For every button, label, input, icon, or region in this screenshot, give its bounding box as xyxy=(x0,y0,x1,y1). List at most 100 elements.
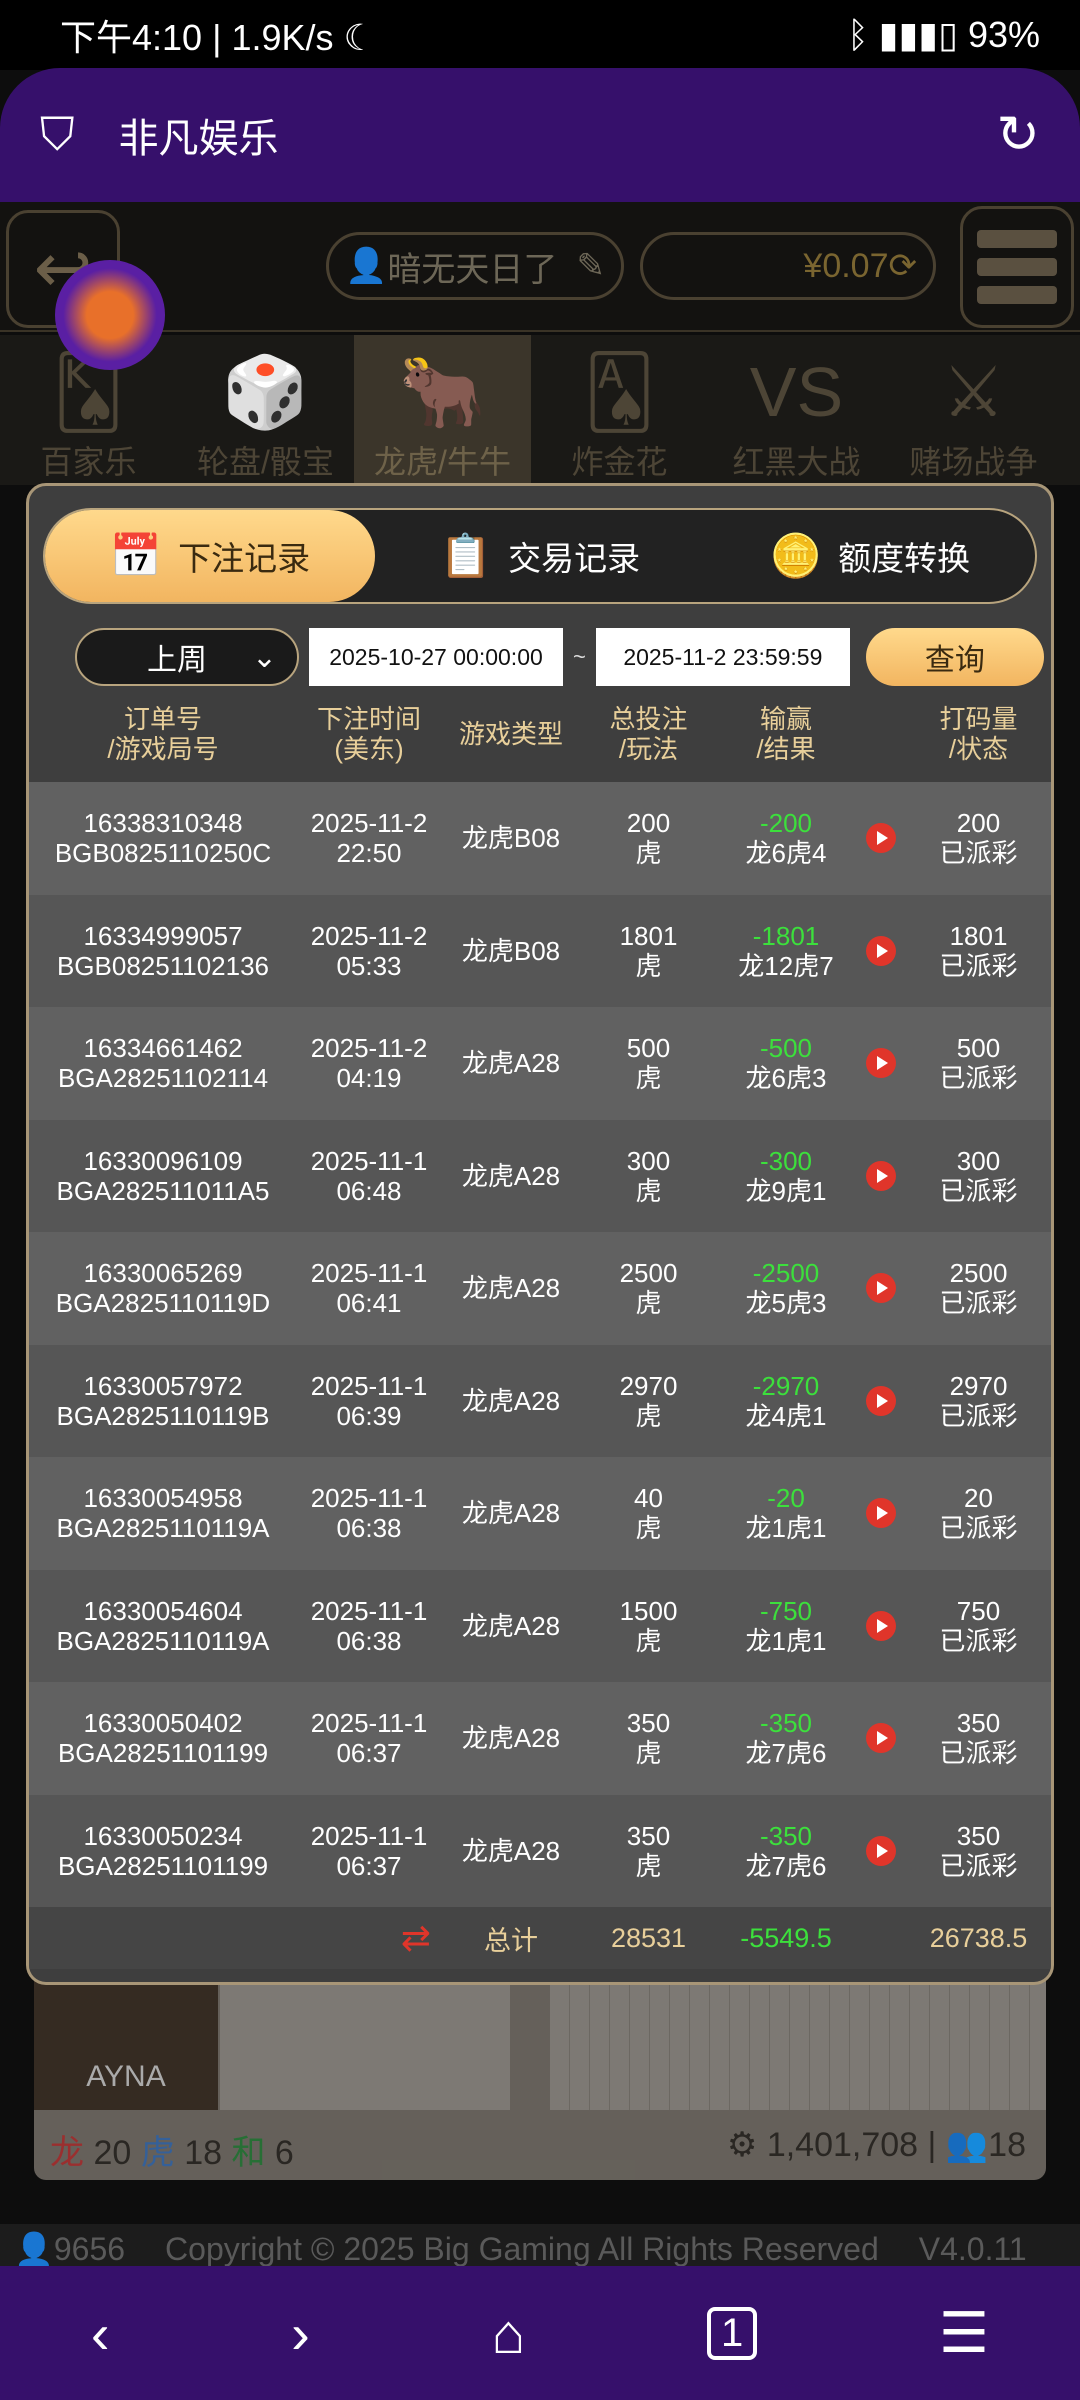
column-header-line: 游戏类型 xyxy=(458,719,563,749)
forward-icon[interactable]: › xyxy=(291,2301,310,2365)
column-header-line: /玩法 xyxy=(618,734,679,764)
menu-icon[interactable]: ☰ xyxy=(938,2301,990,2364)
tab-transaction-records[interactable]: 📋 交易记录 xyxy=(375,510,705,602)
tie-label: 和 xyxy=(231,2134,266,2172)
game-tab[interactable]: VS 红黑大战 xyxy=(708,335,885,485)
round-id: BGA2825110119D xyxy=(55,1288,271,1319)
game-tab[interactable]: ⚔ 赌场战争 xyxy=(885,335,1062,485)
table-row[interactable]: 16330050402 BGA28251101199 2025-11-1 06:37… xyxy=(29,1682,1051,1795)
end-date-input[interactable]: 2025-11-2 23:59:59 xyxy=(595,628,850,686)
game-tab-active[interactable]: 🐂 龙虎/牛牛 xyxy=(354,335,531,485)
game-type: 龙虎A28 xyxy=(461,1723,561,1754)
column-header: 打码量/状态 xyxy=(906,704,1051,764)
bet-amount: 500 xyxy=(626,1033,671,1064)
swap-icon: ⇄ xyxy=(400,1917,431,1958)
bet-date: 2025-11-1 xyxy=(310,1258,428,1289)
bet-play: 虎 xyxy=(635,1738,662,1769)
game-topbar: ↩ 👤 暗无天日了 ✎ ¥0.07 ⟳ xyxy=(0,202,1080,370)
tabs-icon[interactable]: 1 xyxy=(706,2306,758,2360)
period-select[interactable]: 上周 ⌄ xyxy=(75,628,299,686)
tab-bet-records[interactable]: 📅 下注记录 xyxy=(45,510,375,602)
edit-icon[interactable]: ✎ xyxy=(576,247,606,285)
play-replay-icon[interactable] xyxy=(866,1610,896,1641)
table-row[interactable]: 16330096109 BGA282511011A5 2025-11-1 06:48… xyxy=(29,1119,1051,1232)
bet-amount: 1500 xyxy=(619,1595,678,1626)
win-loss: -750 xyxy=(759,1595,813,1626)
tab-credit-transfer[interactable]: 🪙 额度转换 xyxy=(705,510,1035,602)
table-row[interactable]: 16334661462 BGA28251102114 2025-11-2 04:19… xyxy=(29,1007,1051,1120)
table-row[interactable]: 16334999057 BGB08251102136 2025-11-2 05:33… xyxy=(29,894,1051,1007)
shield-check-icon: ⛉ xyxy=(40,108,75,160)
play-replay-icon[interactable] xyxy=(866,1048,896,1079)
total-label: 总计 xyxy=(484,1925,538,1956)
network-speed: 1.9K/s xyxy=(231,17,334,58)
result: 龙5虎3 xyxy=(745,1288,827,1319)
column-header-line: 下注时间 xyxy=(316,704,421,734)
column-header-line: /结果 xyxy=(756,734,816,764)
refresh-icon[interactable]: ↻ xyxy=(996,106,1040,164)
play-replay-icon[interactable] xyxy=(866,823,896,854)
versus-icon: VS xyxy=(749,353,844,431)
bet-time: 06:48 xyxy=(336,1175,402,1206)
bet-amount: 1801 xyxy=(619,920,678,951)
result: 龙7虎6 xyxy=(745,1850,827,1881)
start-date-input[interactable]: 2025-10-27 00:00:00 xyxy=(309,628,563,686)
order-id: 16334999057 xyxy=(83,920,243,951)
play-replay-icon[interactable] xyxy=(866,1723,896,1754)
date-filter: 上周 ⌄ 2025-10-27 00:00:00 ~ 2025-11-2 23:5… xyxy=(29,628,1051,686)
table-body: 16338310348 BGB0825110250C 2025-11-2 22:50… xyxy=(29,782,1051,1907)
bet-play: 虎 xyxy=(635,1063,662,1094)
refresh-balance-icon[interactable]: ⟳ xyxy=(888,247,918,285)
game-type: 龙虎A28 xyxy=(461,1835,561,1866)
play-replay-icon[interactable] xyxy=(866,1835,896,1866)
status: 已派彩 xyxy=(939,1175,1018,1206)
bet-amount: 40 xyxy=(634,1483,663,1514)
play-replay-icon[interactable] xyxy=(866,1385,896,1416)
page-title: 非凡娱乐 xyxy=(118,117,279,161)
round-id: BGA28251101199 xyxy=(57,1738,269,1769)
status: 已派彩 xyxy=(939,1063,1018,1094)
menu-button[interactable] xyxy=(960,206,1074,328)
game-tab[interactable]: 🎲 轮盘/骰宝 xyxy=(177,335,354,485)
game-type: 龙虎A28 xyxy=(461,1160,561,1191)
bet-amount: 350 xyxy=(626,1708,671,1739)
back-icon[interactable]: ‹ xyxy=(90,2301,110,2365)
table-row[interactable]: 16330054604 BGA2825110119A 2025-11-1 06:38… xyxy=(29,1569,1051,1682)
bet-date: 2025-11-1 xyxy=(310,1370,428,1401)
play-replay-icon[interactable] xyxy=(866,1273,896,1304)
round-id: BGA2825110119A xyxy=(56,1625,270,1656)
table-row[interactable]: 16330050234 BGA28251101199 2025-11-1 06:37… xyxy=(29,1794,1051,1907)
play-replay-icon[interactable] xyxy=(866,1498,896,1529)
order-id: 16330057972 xyxy=(83,1370,243,1401)
record-tabs: 📅 下注记录 📋 交易记录 🪙 额度转换 xyxy=(43,508,1037,604)
play-replay-icon[interactable] xyxy=(866,935,896,966)
game-tab[interactable]: 🂡 炸金花 xyxy=(531,335,708,485)
result: 龙7虎6 xyxy=(745,1738,827,1769)
result: 龙1虎1 xyxy=(745,1513,827,1544)
play-replay-icon[interactable] xyxy=(866,1160,896,1191)
total-row: ⇄ 总计 28531 -5549.5 26738.5 xyxy=(29,1907,1051,1969)
order-id: 16330050234 xyxy=(83,1820,243,1851)
game-table-card[interactable]: AYNA 龙 20 虎 18 和 6 ⚙ 1,401,708 | 👥18 xyxy=(34,1960,1046,2180)
table-row[interactable]: 16330057972 BGA2825110119B 2025-11-1 06:39… xyxy=(29,1344,1051,1457)
game-type: 龙虎A28 xyxy=(461,1498,561,1529)
table-row[interactable]: 16330065269 BGA2825110119D 2025-11-1 06:41… xyxy=(29,1232,1051,1345)
valid-bet: 20 xyxy=(964,1483,993,1514)
username-field[interactable]: 👤 暗无天日了 ✎ xyxy=(326,232,624,300)
home-icon[interactable]: ⌂ xyxy=(491,2301,526,2365)
table-row[interactable]: 16338310348 BGB0825110250C 2025-11-2 22:50… xyxy=(29,782,1051,895)
win-loss: -300 xyxy=(759,1145,813,1176)
valid-bet: 350 xyxy=(956,1820,1001,1851)
tiger-count: 18 xyxy=(184,2134,223,2172)
mascot-avatar[interactable] xyxy=(55,260,165,370)
table-row[interactable]: 16330054958 BGA2825110119A 2025-11-1 06:38… xyxy=(29,1457,1051,1570)
result: 龙6虎4 xyxy=(745,838,827,869)
total-bet: 28531 xyxy=(610,1922,687,1953)
order-id: 16338310348 xyxy=(83,808,243,839)
bet-time: 05:33 xyxy=(336,950,402,981)
query-button[interactable]: 查询 xyxy=(865,628,1044,686)
players-icon: 👥 xyxy=(945,2126,989,2164)
period-value: 上周 xyxy=(147,644,207,677)
status: 已派彩 xyxy=(939,1513,1018,1544)
bet-play: 虎 xyxy=(635,950,662,981)
